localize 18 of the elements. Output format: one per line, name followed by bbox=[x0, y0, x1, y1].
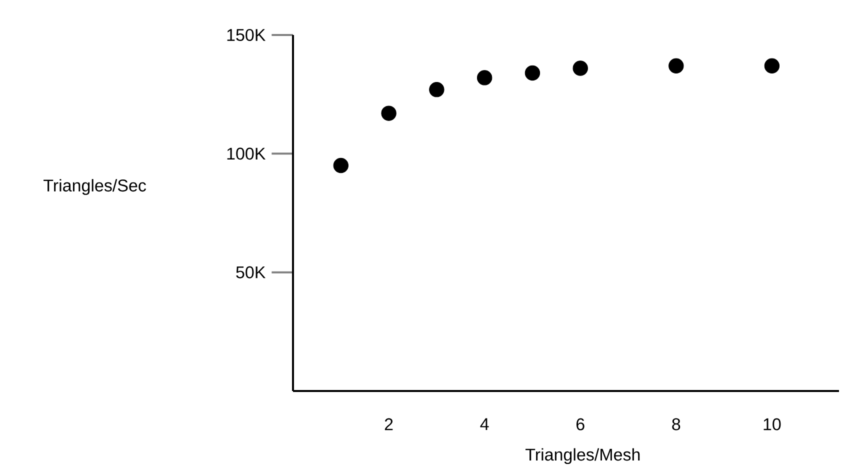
y-axis-title: Triangles/Sec bbox=[44, 179, 146, 195]
x-tick-label: 8 bbox=[672, 418, 680, 430]
y-tick-label: 150K bbox=[227, 28, 266, 42]
point bbox=[764, 58, 780, 74]
y-tick-label: 50K bbox=[236, 266, 266, 278]
point bbox=[429, 82, 444, 98]
x-tick-label: 10 bbox=[764, 418, 781, 430]
point bbox=[572, 60, 588, 76]
point bbox=[524, 65, 540, 81]
x-tick-label: 4 bbox=[480, 418, 489, 430]
y-tick-label: 100K bbox=[227, 148, 266, 160]
x-axis-title: Triangles/Mesh bbox=[526, 448, 640, 464]
point bbox=[381, 106, 396, 121]
x-tick-label: 2 bbox=[384, 418, 393, 430]
x-tick-label: 6 bbox=[576, 418, 584, 430]
point bbox=[476, 70, 492, 86]
point bbox=[333, 158, 348, 174]
point bbox=[668, 58, 684, 74]
